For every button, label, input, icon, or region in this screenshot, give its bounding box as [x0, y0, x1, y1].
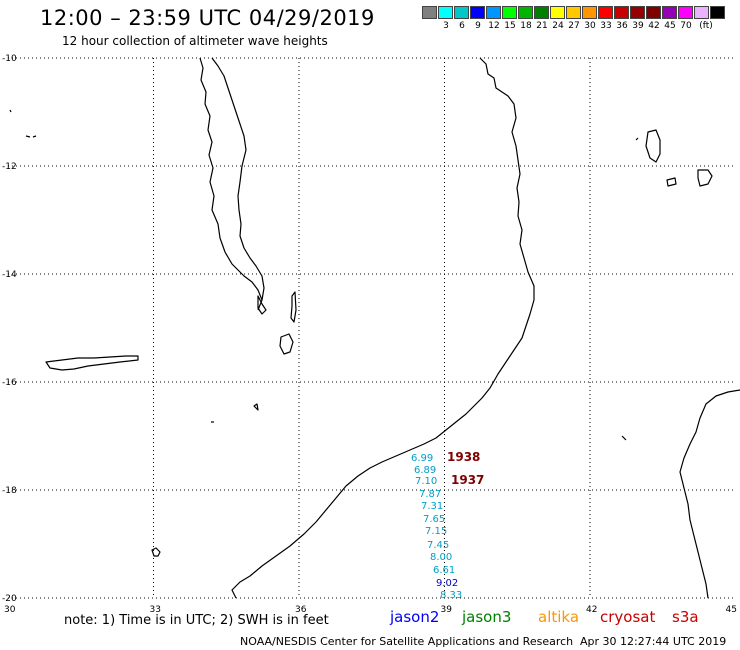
- legend-labels: 3 6 9 12 15 18 21 24 27 30 33 36 39 42 45 70 (ft): [422, 19, 726, 31]
- lake-malawi-west-shore: [199, 57, 263, 311]
- page-subtitle: 12 hour collection of altimeter wave hei…: [62, 34, 328, 48]
- pass-time-label: 1938: [447, 450, 480, 464]
- pass-time-labels: 1938 1937: [447, 450, 484, 487]
- lat-label: -10: [2, 54, 17, 64]
- lake-malombe: [257, 295, 267, 315]
- wave-height-value: 7.87: [419, 489, 441, 500]
- legend-swatch: [534, 6, 549, 19]
- lat-label: -14: [2, 270, 17, 280]
- lake-chilwa: [279, 333, 294, 355]
- legend-label: 42: [648, 21, 660, 31]
- moheli: [666, 177, 677, 187]
- lon-label: 36: [295, 605, 307, 615]
- legend-label: 9: [475, 21, 481, 31]
- mozambique-coast: [231, 57, 535, 599]
- legend-swatch: [694, 6, 709, 19]
- legend-label: 6: [459, 21, 465, 31]
- legend-swatches: [422, 6, 726, 19]
- legend-swatch: [566, 6, 581, 19]
- lake-kariba: [45, 355, 139, 371]
- satellite-jason3: jason3: [462, 608, 512, 626]
- legend-swatch: [710, 6, 725, 19]
- legend-label: 3: [443, 21, 449, 31]
- legend-label: 15: [504, 21, 516, 31]
- wave-height-value: 9.02: [436, 578, 458, 589]
- map-grid: [8, 57, 734, 599]
- legend-swatch: [582, 6, 597, 19]
- lat-label: -18: [2, 486, 17, 496]
- wave-height-value: 6.99: [411, 453, 433, 464]
- legend-swatch: [550, 6, 565, 19]
- wave-height-value: 7.15: [425, 526, 447, 537]
- lon-label: 45: [726, 605, 737, 615]
- legend-label: 12: [488, 21, 500, 31]
- wave-height-value: 7.31: [421, 501, 443, 512]
- lat-label: -20: [2, 594, 17, 604]
- legend-unit: (ft): [699, 21, 713, 31]
- pass-time-label: 1937: [451, 473, 484, 487]
- legend-label: 70: [680, 21, 692, 31]
- wave-height-value: 8.33: [440, 590, 462, 601]
- satellite-s3a: s3a: [672, 608, 699, 626]
- legend-swatch: [502, 6, 517, 19]
- lake-fragment-nw: [9, 109, 12, 113]
- legend-swatch: [422, 6, 437, 19]
- legend-swatch: [678, 6, 693, 19]
- generation-timestamp: Apr 30 12:27:44 UTC 2019: [580, 635, 727, 648]
- islet-a: [635, 137, 639, 141]
- legend-label: 45: [664, 21, 676, 31]
- lake-malawi-east-shore: [211, 57, 265, 301]
- wave-height-value: 6.61: [433, 565, 455, 576]
- legend-swatch: [646, 6, 661, 19]
- lat-label: -16: [2, 378, 17, 388]
- satellite-jason2: jason2: [390, 608, 440, 626]
- wave-height-value: 7.10: [415, 476, 437, 487]
- legend-label: 33: [600, 21, 612, 31]
- legend-label: 18: [520, 21, 532, 31]
- islet-b: [621, 435, 627, 441]
- cahora-bassa: [151, 547, 161, 557]
- lon-label: 39: [441, 605, 453, 615]
- anjouan: [697, 169, 713, 187]
- small-lake-b: [253, 403, 259, 411]
- lat-label: -12: [2, 162, 17, 172]
- lon-label: 33: [150, 605, 161, 615]
- legend-label: 39: [632, 21, 644, 31]
- coastline: [9, 57, 740, 599]
- lon-label: 42: [586, 605, 597, 615]
- legend-swatch: [662, 6, 677, 19]
- wave-height-value: 8.00: [430, 552, 452, 563]
- legend-label: 24: [552, 21, 564, 31]
- small-lake: [290, 291, 297, 323]
- page-title: 12:00 – 23:59 UTC 04/29/2019: [40, 6, 375, 30]
- legend-swatch: [438, 6, 453, 19]
- legend-swatch: [614, 6, 629, 19]
- legend-swatch: [486, 6, 501, 19]
- lake-fragment-west: [25, 135, 37, 138]
- legend-swatch: [518, 6, 533, 19]
- grande-comore: [645, 129, 661, 163]
- wave-height-value: 7.65: [423, 514, 445, 525]
- legend-label: 21: [536, 21, 548, 31]
- color-legend: 3 6 9 12 15 18 21 24 27 30 33 36 39 42 45 70 (ft): [422, 6, 726, 31]
- wave-height-value: 6.89: [414, 465, 436, 476]
- legend-label: 27: [568, 21, 580, 31]
- altimeter-observations: 6.996.897.10 7.877.31 7.657.15 7.458.00 6.61…: [411, 453, 462, 601]
- legend-swatch: [454, 6, 469, 19]
- legend-swatch: [598, 6, 613, 19]
- legend-label: 30: [584, 21, 596, 31]
- satellite-cryosat: cryosat: [600, 608, 656, 626]
- legend-swatch: [470, 6, 485, 19]
- satellite-altika: altika: [538, 608, 580, 626]
- wave-height-value: 7.45: [427, 540, 449, 551]
- footer-note: note: 1) Time is in UTC; 2) SWH is in fe…: [64, 613, 329, 628]
- lon-label: 30: [4, 605, 16, 615]
- legend-swatch: [630, 6, 645, 19]
- credit-line: NOAA/NESDIS Center for Satellite Applica…: [240, 635, 574, 648]
- legend-label: 36: [616, 21, 628, 31]
- madagascar-coast: [679, 389, 740, 599]
